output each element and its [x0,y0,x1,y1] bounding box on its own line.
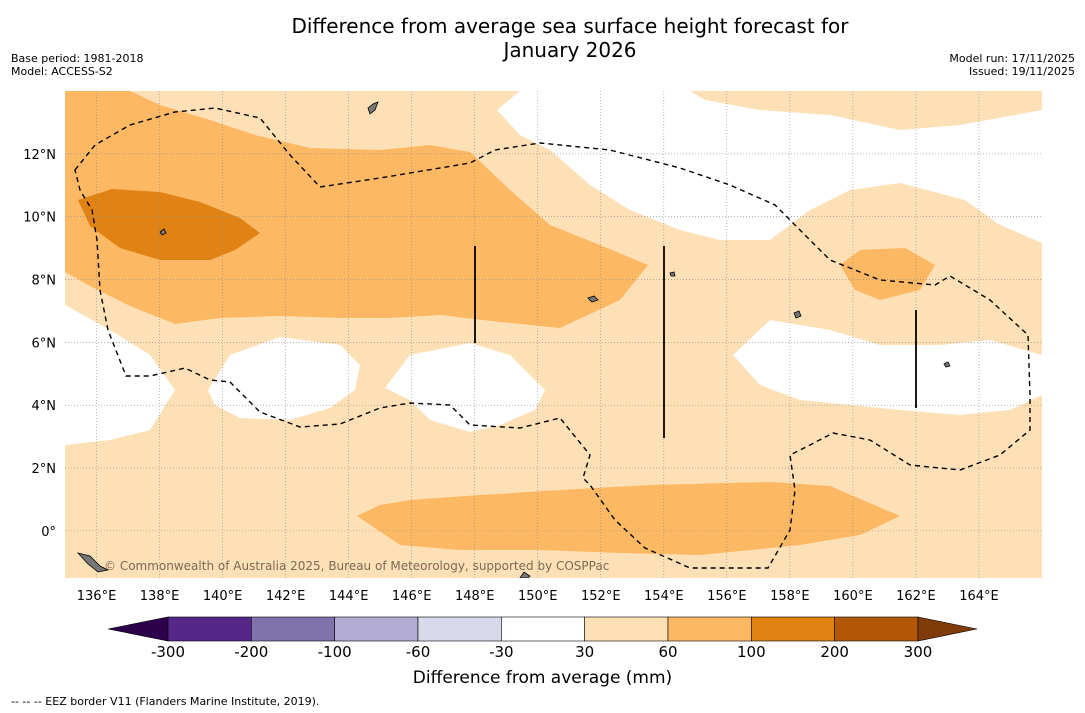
anomaly-band-60-100 [840,248,935,300]
island [943,361,951,368]
colorbar-tick-label: 200 [820,643,849,661]
meta-left: Base period: 1981-2018 Model: ACCESS-S2 [11,52,143,78]
colorbar-bin [417,616,502,642]
footnote: -- -- -- EEZ border V11 (Flanders Marine… [11,695,320,708]
lon-tick-label: 160°E [833,589,873,604]
lat-tick-label: 8°N [32,274,57,289]
colorbar-extend-max [917,616,978,642]
anomaly-band-neutral [385,343,545,432]
islands [76,101,951,578]
colorbar-bin [251,616,335,642]
lat-tick-label: 4°N [32,399,57,414]
colorbar-tick-label: 60 [658,643,678,661]
chart-title-line1: Difference from average sea surface heig… [291,14,849,38]
meta-right: Model run: 17/11/2025 Issued: 19/11/2025 [949,52,1075,78]
lon-tick-label: 156°E [707,589,747,604]
colorbar-tick-label: 100 [737,643,766,661]
map-plot-area: © Commonwealth of Australia 2025, Bureau… [65,91,1042,578]
colorbar-tick-label: -60 [405,643,431,661]
colorbar-bin [167,616,252,642]
lat-tick-label: 6°N [32,336,57,351]
anomaly-band-neutral [65,305,175,445]
anomaly-band-30-60 [497,91,1042,130]
copyright-text: © Commonwealth of Australia 2025, Bureau… [104,559,609,573]
island [519,571,531,578]
lon-tick-labels: 136°E 138°E 140°E 142°E 144°E 146°E 148°E 150°E… [77,589,999,604]
lat-tick-label: 2°N [32,462,57,477]
lon-tick-label: 138°E [140,589,180,604]
island [159,228,167,236]
lon-tick-label: 142°E [266,589,306,604]
colorbar-extend-min [107,616,169,642]
lat-tick-label: 0° [41,525,56,540]
lat-tick-labels: 12°N 10°N 8°N 6°N 4°N 2°N 0° [23,148,56,540]
anomaly-band-neutral [208,337,360,420]
colorbar-bin [334,616,419,642]
anomaly-band-100-200 [78,189,260,260]
anomaly-band-60-100 [65,91,648,328]
anomaly-band-neutral [733,320,1042,415]
lon-tick-label: 164°E [959,589,999,604]
lon-tick-label: 158°E [770,589,810,604]
chart-title: Difference from average sea surface heig… [0,14,1085,62]
island [793,310,802,319]
eez-segments [474,246,917,438]
lon-tick-label: 154°E [644,589,684,604]
colorbar-bin [501,616,585,642]
colorbar-bin [584,616,669,642]
base-period: Base period: 1981-2018 [11,52,144,65]
colorbar-tick-label: -200 [234,643,269,661]
lon-tick-label: 148°E [455,589,495,604]
gridlines [65,91,1042,578]
lat-tick-label: 10°N [23,211,56,226]
colorbar-title: Difference from average (mm) [412,668,673,688]
colorbar-tick-label: 300 [903,643,933,661]
colorbar-tick-label: 30 [575,643,595,661]
colorbar-bin [667,616,752,642]
anomaly-band-neutral [497,91,1042,243]
lon-tick-label: 152°E [581,589,621,604]
model-name: Model: ACCESS-S2 [11,65,113,78]
island [669,271,676,277]
lon-tick-label: 146°E [392,589,432,604]
model-run: Model run: 17/11/2025 [949,52,1075,65]
issued-date: Issued: 19/11/2025 [968,65,1075,78]
lon-tick-label: 136°E [77,589,117,604]
colorbar-tick-label: -30 [489,643,514,661]
island [367,101,379,115]
lon-tick-label: 144°E [329,589,369,604]
colorbar-tick-label: -300 [150,643,186,661]
island [587,295,599,303]
lon-tick-label: 140°E [203,589,243,604]
anomaly-band-60-100 [357,482,900,555]
lon-tick-label: 150°E [518,589,558,604]
island [76,552,110,573]
colorbar [107,616,978,642]
chart-title-line2: January 2026 [503,38,637,62]
lat-tick-label: 12°N [23,148,56,163]
colorbar-bin [834,616,919,642]
colorbar-bin [751,616,835,642]
colorbar-tick-label: -100 [317,643,352,661]
lon-tick-label: 162°E [896,589,936,604]
